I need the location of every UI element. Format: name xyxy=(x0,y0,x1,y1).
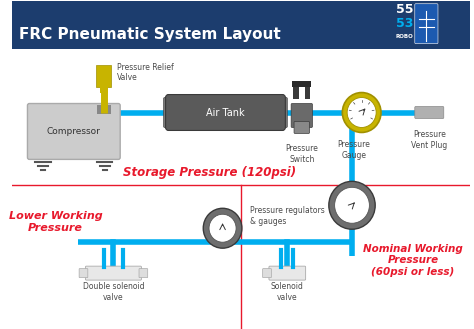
Text: Solenoid
valve: Solenoid valve xyxy=(271,282,304,301)
FancyBboxPatch shape xyxy=(85,266,141,280)
FancyBboxPatch shape xyxy=(165,94,285,131)
Bar xyxy=(97,105,110,114)
Circle shape xyxy=(209,214,236,242)
Text: Pressure Relief
Valve: Pressure Relief Valve xyxy=(117,63,174,82)
FancyBboxPatch shape xyxy=(291,104,312,127)
Bar xyxy=(213,223,232,241)
Bar xyxy=(340,197,364,219)
Bar xyxy=(305,85,310,98)
FancyBboxPatch shape xyxy=(415,107,444,118)
Circle shape xyxy=(335,187,369,223)
FancyBboxPatch shape xyxy=(139,269,148,278)
Bar xyxy=(292,81,311,87)
FancyBboxPatch shape xyxy=(415,4,438,44)
Text: Pressure
Gauge: Pressure Gauge xyxy=(337,140,370,160)
Text: Lower Working
Pressure: Lower Working Pressure xyxy=(9,212,102,233)
FancyBboxPatch shape xyxy=(294,121,310,134)
Bar xyxy=(96,64,111,87)
Text: Nominal Working
Pressure
(60psi or less): Nominal Working Pressure (60psi or less) xyxy=(363,243,463,277)
Text: Pressure
Vent Plug: Pressure Vent Plug xyxy=(411,131,447,150)
FancyBboxPatch shape xyxy=(27,104,120,159)
Text: Pressure
Switch: Pressure Switch xyxy=(285,144,318,164)
Text: 55: 55 xyxy=(396,3,414,16)
Bar xyxy=(100,83,108,92)
Text: Pressure regulators
& gauges: Pressure regulators & gauges xyxy=(250,206,324,226)
Text: FRC Pneumatic System Layout: FRC Pneumatic System Layout xyxy=(19,27,281,42)
FancyBboxPatch shape xyxy=(263,269,271,278)
Circle shape xyxy=(347,97,376,127)
Bar xyxy=(293,85,299,98)
Circle shape xyxy=(342,92,381,133)
Text: ROBO: ROBO xyxy=(395,34,413,39)
Text: Storage Pressure (120psi): Storage Pressure (120psi) xyxy=(123,166,297,179)
Circle shape xyxy=(329,181,375,229)
Circle shape xyxy=(203,208,242,248)
Text: Compressor: Compressor xyxy=(47,127,101,136)
Text: Double solenoid
valve: Double solenoid valve xyxy=(82,282,144,301)
Bar xyxy=(12,1,470,49)
FancyBboxPatch shape xyxy=(269,266,306,280)
FancyBboxPatch shape xyxy=(164,97,173,127)
FancyBboxPatch shape xyxy=(79,269,88,278)
FancyBboxPatch shape xyxy=(278,97,287,127)
Text: 53: 53 xyxy=(396,17,414,30)
Text: Air Tank: Air Tank xyxy=(206,108,245,117)
Bar xyxy=(54,107,67,118)
